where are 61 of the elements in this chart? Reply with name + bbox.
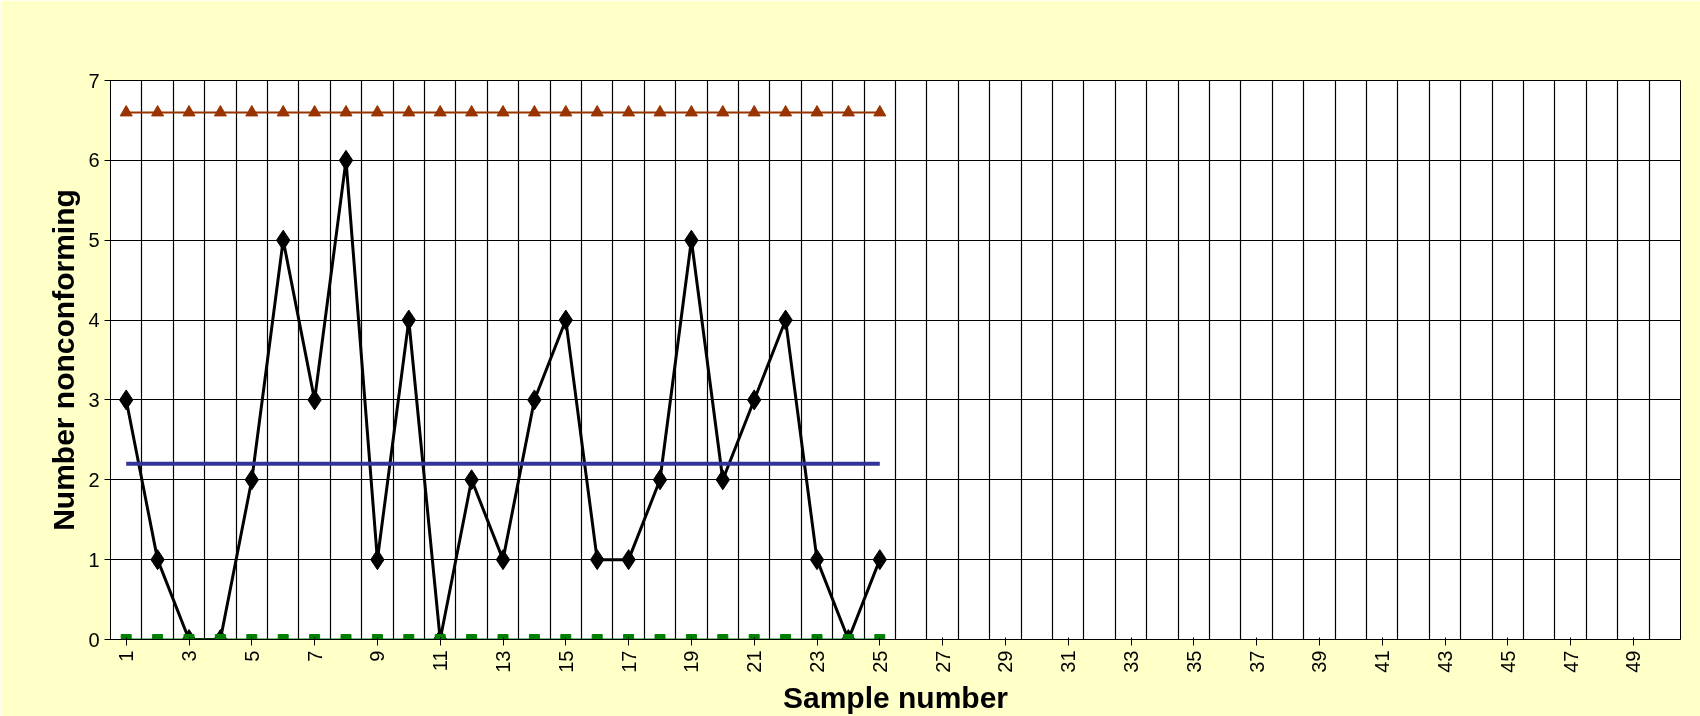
y-tick-label: 7 [88,69,100,92]
x-tick-label: 21 [743,650,766,673]
x-tick-label: 19 [680,650,703,673]
y-tick-label: 4 [88,309,100,332]
x-tick-label: 45 [1496,650,1519,673]
x-tick-label: 7 [303,650,326,662]
x-tick-label: 17 [617,650,640,673]
point [873,105,887,117]
point [370,105,384,117]
x-tick-label: 1 [115,650,138,662]
x-tick-label: 41 [1371,650,1394,673]
point [182,105,196,117]
x-tick-label: 29 [994,650,1017,673]
x-tick-label: 31 [1057,650,1080,673]
x-tick-label: 37 [1245,650,1268,673]
point [402,105,416,117]
point [841,105,855,117]
point [276,105,290,117]
x-axis-title: Sample number [782,680,1009,714]
point [151,105,165,117]
y-tick-label: 5 [88,229,100,252]
x-tick-label: 13 [492,650,514,673]
x-tick-label: 33 [1120,650,1142,673]
x-tick-label: 3 [178,650,200,662]
point [339,105,353,117]
x-tick-label: 15 [554,650,577,673]
y-tick-label: 2 [88,468,100,491]
point [810,105,824,117]
y-tick-label: 6 [88,149,100,172]
point [527,105,541,117]
point [245,105,259,117]
x-tick-label: 25 [868,650,891,673]
point [465,105,479,117]
x-tick-label: 27 [931,650,954,673]
y-tick-label: 1 [88,548,100,571]
y-tick-label: 3 [88,388,100,411]
point [684,105,698,117]
x-tick-label: 11 [429,650,452,672]
x-tick-label: 5 [240,650,263,662]
point [590,105,604,117]
x-tick-label: 43 [1434,650,1456,673]
point [747,105,761,117]
y-axis-title: Number nonconforming [47,189,81,531]
point [338,149,354,171]
x-tick-label: 9 [366,650,389,662]
point [433,105,447,117]
point [308,105,322,117]
y-tick-label: 0 [88,628,100,651]
x-tick-label: 47 [1559,650,1582,673]
point [213,105,227,117]
point [496,105,510,117]
point [779,105,793,117]
point [653,105,667,117]
point [559,105,573,117]
x-tick-label: 35 [1182,650,1205,673]
x-tick-label: 23 [806,650,828,673]
point [716,105,730,117]
point [622,105,636,117]
x-tick-label: 39 [1308,650,1331,673]
point [119,105,133,117]
x-tick-label: 49 [1622,650,1645,673]
